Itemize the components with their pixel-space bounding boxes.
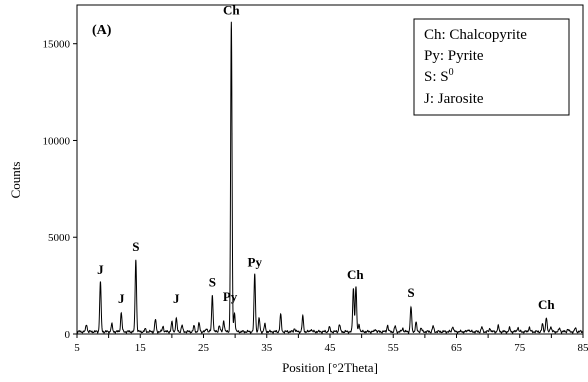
x-tick-label: 55 [388, 342, 400, 354]
y-tick-label: 15000 [43, 39, 71, 51]
x-tick-label: 5 [74, 342, 80, 354]
legend: Ch: Chalcopyrite Py: Pyrite S: S0 J: Jar… [413, 18, 570, 116]
x-tick-label: 65 [451, 342, 463, 354]
x-tick-label: 35 [261, 342, 273, 354]
peak-annotation: S [209, 275, 216, 290]
y-tick-label: 5000 [48, 232, 71, 244]
peak-annotation: S [407, 285, 414, 300]
legend-item-jarosite: J: Jarosite [424, 91, 484, 107]
peak-annotation: Py [248, 254, 263, 269]
x-tick-label: 15 [135, 342, 147, 354]
legend-item-chalcopyrite: Ch: Chalcopyrite [424, 27, 527, 43]
legend-item-sulfur: S: S0 [424, 67, 454, 85]
x-axis-ticks: 5 15 25 35 45 55 65 75 85 [74, 334, 588, 354]
legend-box [413, 18, 570, 116]
peak-annotation: Ch [347, 267, 364, 282]
y-axis-ticks: 0 5000 10000 15000 [43, 39, 77, 341]
x-tick-label: 75 [514, 342, 526, 354]
y-tick-label: 10000 [43, 135, 71, 147]
y-axis-title: Counts [8, 162, 23, 199]
peak-annotation: Py [223, 289, 238, 304]
peak-annotation: S [132, 239, 139, 254]
peak-annotation: Ch [223, 3, 240, 18]
peak-annotation: J [173, 291, 180, 306]
legend-superscript: 0 [449, 67, 454, 78]
x-tick-label: 85 [578, 342, 588, 354]
panel-label: (A) [92, 23, 112, 38]
x-tick-label: 25 [198, 342, 210, 354]
peak-annotation: J [118, 291, 125, 306]
peak-annotation: Ch [538, 297, 555, 312]
xrd-pattern-line [76, 21, 584, 334]
y-tick-label: 0 [65, 329, 71, 341]
legend-item-pyrite: Py: Pyrite [424, 48, 484, 64]
x-axis-title: Position [°2Theta] [282, 360, 378, 375]
peak-annotation: J [97, 262, 104, 277]
x-tick-label: 45 [325, 342, 337, 354]
